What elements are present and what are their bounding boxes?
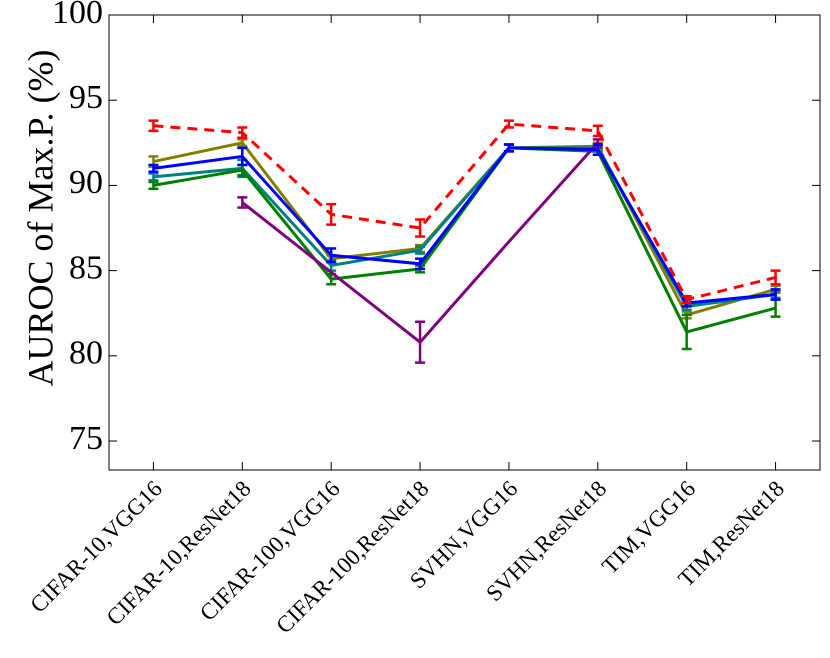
y-tick-label: 85 — [69, 249, 103, 286]
error-bar — [681, 294, 692, 305]
error-bar — [415, 218, 426, 238]
error-bar — [770, 288, 781, 301]
y-tick-label: 80 — [69, 335, 103, 372]
x-tick-label: CIFAR-10,ResNet18 — [102, 476, 256, 630]
error-bar — [148, 180, 159, 191]
y-axis-label: AUROC of Max.P. (%) — [20, 50, 60, 387]
error-bar — [148, 119, 159, 133]
plot-frame — [108, 14, 821, 471]
error-bar — [237, 126, 248, 139]
error-bar — [326, 247, 337, 264]
y-tick-label: 90 — [69, 164, 103, 201]
error-bar — [681, 313, 692, 351]
error-bar — [415, 245, 426, 255]
error-bar — [415, 257, 426, 271]
y-tick-label: 95 — [69, 79, 103, 116]
error-bar — [503, 119, 514, 129]
error-bar — [770, 269, 781, 286]
series-line — [241, 141, 599, 345]
error-bar — [503, 143, 514, 153]
error-bar — [148, 163, 159, 174]
series-line — [153, 146, 776, 309]
error-bar — [592, 124, 603, 138]
series-line — [153, 146, 776, 334]
x-tick-label: CIFAR-100,ResNet18 — [271, 476, 433, 638]
error-bar — [415, 320, 426, 364]
error-bar — [237, 196, 248, 209]
error-bar — [237, 138, 248, 148]
error-bar — [148, 172, 159, 182]
error-bar — [592, 143, 603, 156]
error-bar — [237, 146, 248, 167]
y-tick-label: 100 — [52, 0, 103, 31]
series-line — [153, 122, 776, 302]
series-line — [153, 146, 776, 305]
error-bar — [326, 202, 337, 226]
y-tick-label: 75 — [69, 420, 103, 457]
